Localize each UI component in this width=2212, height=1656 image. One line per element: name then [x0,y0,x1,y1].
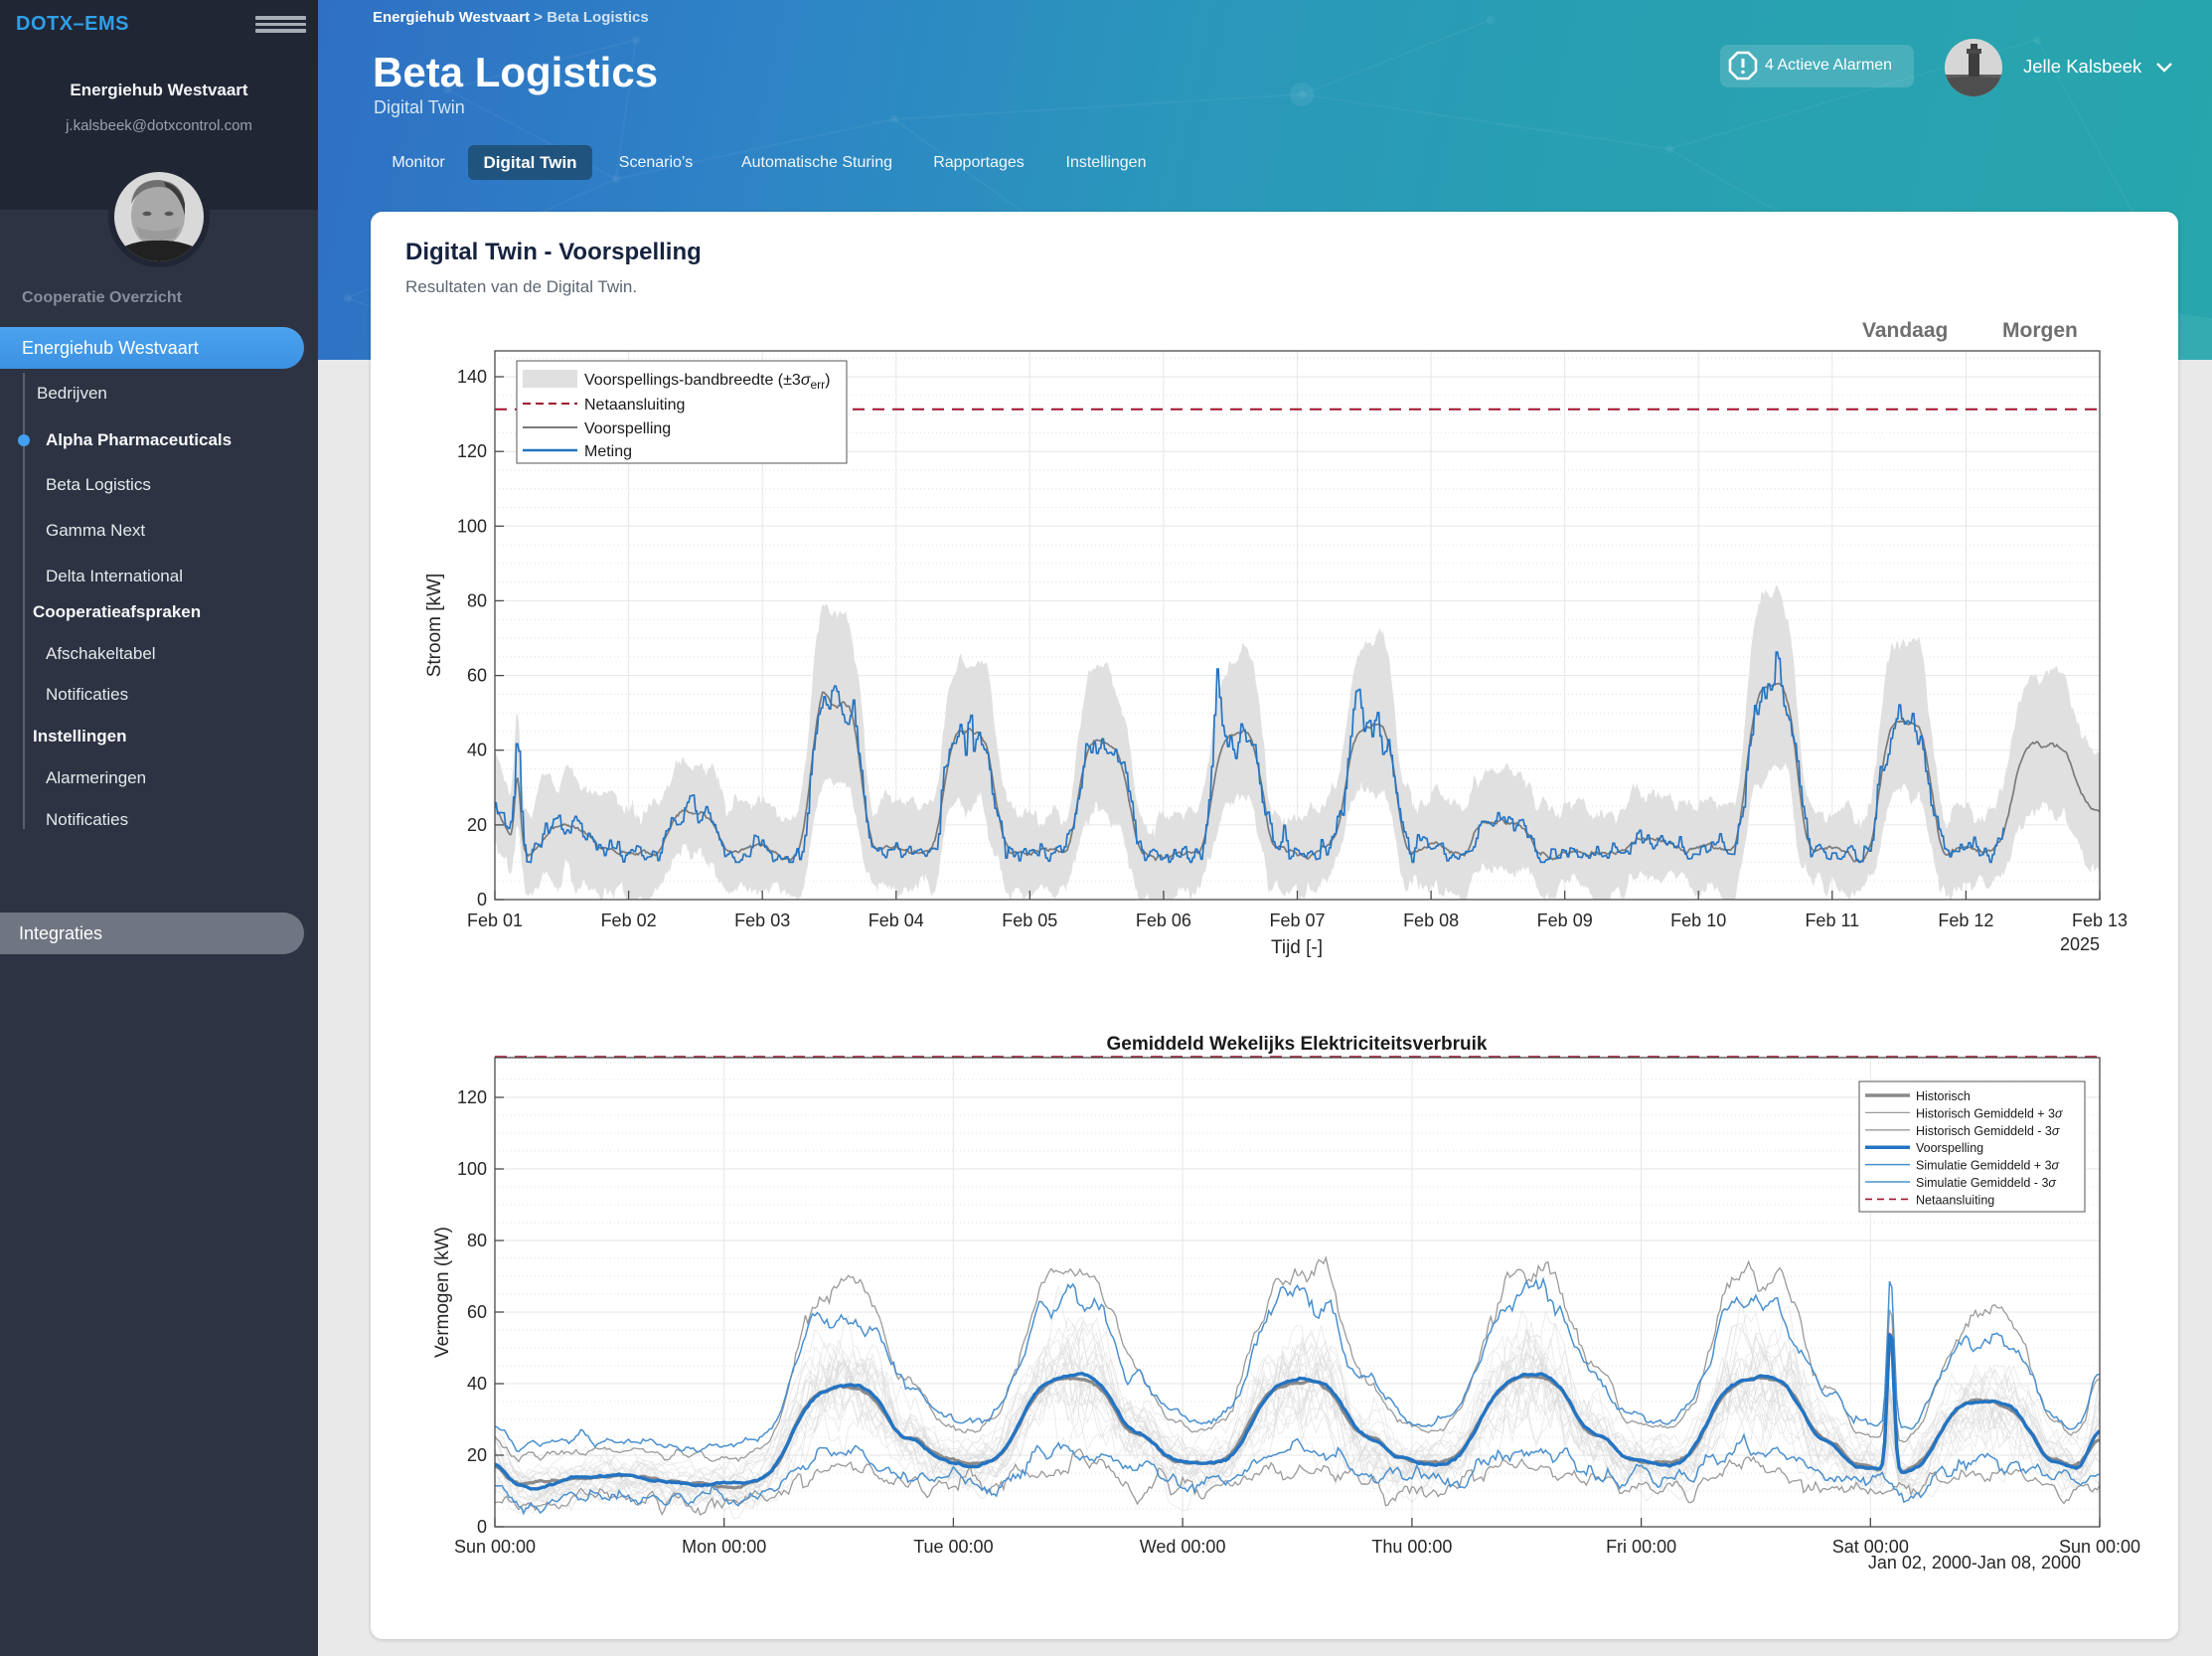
svg-text:40: 40 [467,741,487,760]
svg-text:Feb 02: Feb 02 [601,911,657,930]
svg-text:0: 0 [477,890,487,910]
svg-text:0: 0 [477,1517,487,1537]
svg-text:Feb 12: Feb 12 [1938,911,1993,930]
svg-text:Jan 02, 2000-Jan 08, 2000: Jan 02, 2000-Jan 08, 2000 [1868,1553,2081,1573]
svg-text:Feb 09: Feb 09 [1537,911,1593,930]
svg-text:60: 60 [467,1302,487,1322]
svg-text:40: 40 [467,1374,487,1394]
svg-text:Historisch: Historisch [1916,1089,1971,1103]
svg-text:Sun 00:00: Sun 00:00 [2059,1537,2140,1557]
svg-text:Tue 00:00: Tue 00:00 [913,1537,993,1557]
svg-text:Sun 00:00: Sun 00:00 [454,1537,536,1557]
svg-text:Fri 00:00: Fri 00:00 [1606,1537,1676,1557]
svg-text:100: 100 [457,1159,487,1179]
svg-text:80: 80 [467,590,487,610]
svg-text:Feb 06: Feb 06 [1136,911,1191,930]
svg-text:120: 120 [457,441,487,461]
svg-text:80: 80 [467,1231,487,1250]
svg-text:Voorspelling: Voorspelling [584,420,671,437]
svg-text:Simulatie Gemiddeld - 3σ: Simulatie Gemiddeld - 3σ [1916,1176,2056,1190]
svg-text:Gemiddeld Wekelijks Elektricit: Gemiddeld Wekelijks Elektriciteitsverbru… [1107,1034,1488,1055]
svg-text:Wed 00:00: Wed 00:00 [1140,1537,1226,1557]
svg-text:Tijd [-]: Tijd [-] [1271,937,1323,958]
svg-text:Mon 00:00: Mon 00:00 [682,1537,766,1557]
svg-text:Feb 07: Feb 07 [1269,911,1325,930]
svg-text:Historisch Gemiddeld - 3σ: Historisch Gemiddeld - 3σ [1916,1124,2060,1138]
svg-text:120: 120 [457,1087,487,1107]
svg-text:20: 20 [467,815,487,835]
svg-text:60: 60 [467,666,487,686]
svg-text:Thu 00:00: Thu 00:00 [1371,1537,1452,1557]
svg-text:Voorspelling: Voorspelling [1916,1141,1983,1155]
svg-text:100: 100 [457,516,487,536]
svg-text:Historisch Gemiddeld + 3σ: Historisch Gemiddeld + 3σ [1916,1106,2063,1120]
svg-text:Feb 13: Feb 13 [2072,911,2128,930]
svg-text:20: 20 [467,1445,487,1465]
svg-text:Stroom [kW]: Stroom [kW] [424,574,445,678]
svg-text:Feb 04: Feb 04 [869,911,924,930]
svg-text:Feb 10: Feb 10 [1670,911,1726,930]
svg-text:Vermogen (kW): Vermogen (kW) [432,1227,453,1358]
svg-text:2025: 2025 [2060,934,2100,954]
svg-text:Sat 00:00: Sat 00:00 [1832,1537,1909,1557]
svg-text:Netaansluiting: Netaansluiting [1916,1193,1994,1207]
svg-text:Feb 11: Feb 11 [1805,911,1859,930]
svg-text:Netaansluiting: Netaansluiting [584,397,685,414]
svg-text:Voorspellings-bandbreedte (±3σ: Voorspellings-bandbreedte (±3σerr) [584,372,830,392]
svg-text:140: 140 [457,367,487,387]
svg-text:Simulatie Gemiddeld + 3σ: Simulatie Gemiddeld + 3σ [1916,1159,2060,1173]
svg-text:Meting: Meting [584,443,632,460]
svg-text:Feb 08: Feb 08 [1403,911,1459,930]
svg-text:Feb 05: Feb 05 [1002,911,1057,930]
svg-text:Feb 01: Feb 01 [467,911,523,930]
svg-text:Feb 03: Feb 03 [734,911,790,930]
